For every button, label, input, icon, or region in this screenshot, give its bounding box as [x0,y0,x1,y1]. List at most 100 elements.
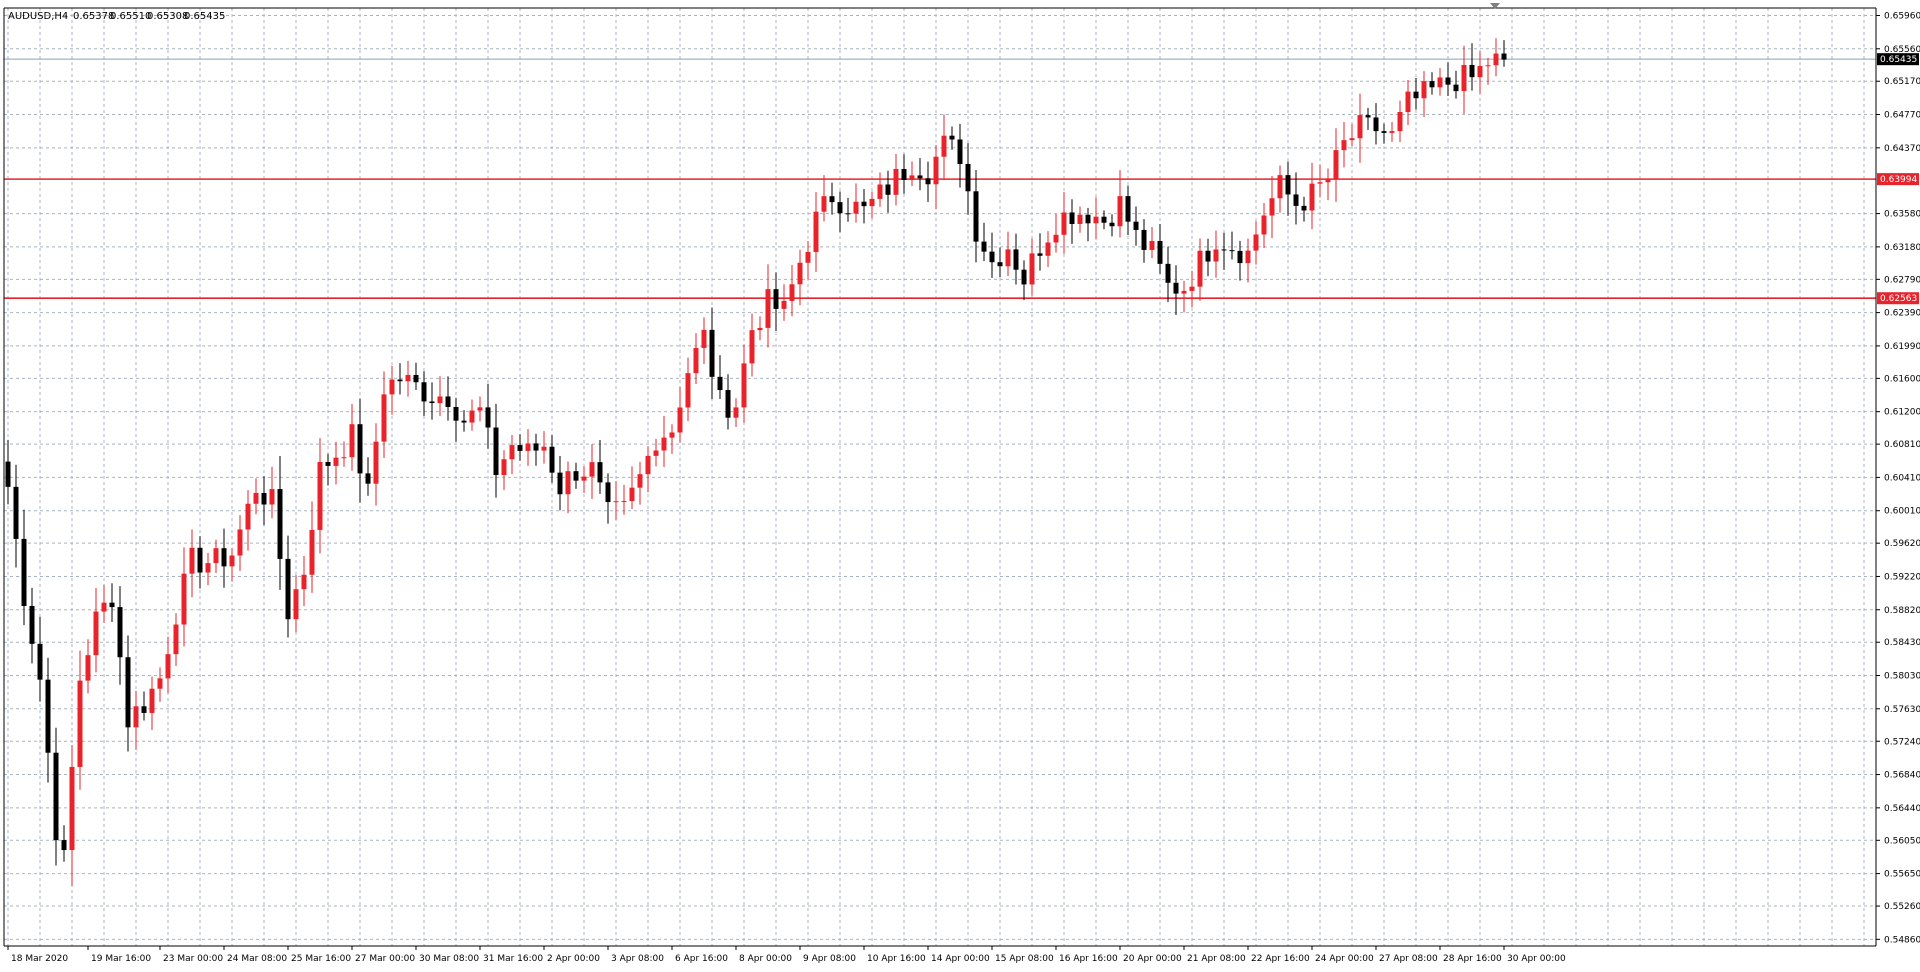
candle-body [53,752,59,841]
candle-body [1357,115,1363,139]
candle-body [1037,253,1043,256]
candle-body [861,201,867,207]
candle-body [1501,53,1507,60]
candle-body [805,251,811,263]
shift-marker-icon[interactable] [1490,3,1500,9]
candle-body [429,401,435,404]
candle-body [813,211,819,252]
candle-body [669,432,675,438]
time-tick-label: 2 Apr 00:00 [547,954,600,964]
candle-body [1413,91,1419,99]
candle-body [957,139,963,164]
candle-body [117,607,123,658]
candle-body [1309,183,1315,211]
candle-body [165,654,171,679]
candle-body [1189,286,1195,291]
candle-body [525,443,531,451]
candle-body [1253,234,1259,251]
candle-body [893,168,899,195]
candle-body [373,441,379,484]
candle-body [757,327,763,331]
candle-body [1005,249,1011,267]
candle-body [1277,175,1283,199]
candle-body [341,457,347,459]
candle-body [261,492,267,505]
price-tick-label: 0.65960 [1884,11,1920,21]
price-tick-label: 0.58030 [1884,672,1920,682]
candle-body [1485,65,1491,67]
ohlc-open: 0.65378 [73,11,114,22]
candle-body [493,427,499,476]
current-price-box [1877,53,1919,66]
ohlc-close: 0.65435 [184,11,225,22]
candle-body [1301,205,1307,211]
candle-body [541,446,547,451]
level-price-box [1877,173,1919,186]
price-tick-label: 0.59620 [1884,539,1920,549]
candle-body [581,476,587,481]
candle-body [1269,198,1275,216]
candle-body [197,547,203,573]
candle-body [653,450,659,456]
price-tick-label: 0.57630 [1884,705,1920,715]
time-tick-label: 28 Apr 16:00 [1443,954,1502,964]
candle-body [1405,91,1411,112]
candle-body [629,487,635,502]
ohlc-high: 0.65510 [110,11,151,22]
candle-body [309,529,315,575]
candle-body [797,262,803,285]
candle-body [205,563,211,573]
price-tick-label: 0.60810 [1884,440,1920,450]
candle-body [733,407,739,418]
candle-body [749,330,755,364]
candle-body [781,300,787,309]
candle-body [837,202,843,214]
candle-body [1397,111,1403,132]
price-tick-label: 0.65170 [1884,77,1920,87]
candle-body [245,503,251,530]
candle-body [725,390,731,418]
candles [5,38,1507,887]
candle-body [357,424,363,474]
candle-body [637,474,643,488]
candle-body [965,163,971,192]
candle-body [941,135,947,157]
candle-body [869,198,875,207]
candle-body [645,455,651,475]
candle-body [21,538,27,606]
candle-body [917,175,923,179]
price-tick-label: 0.58820 [1884,606,1920,616]
candle-body [469,410,475,423]
candle-body [221,548,227,567]
candle-body [1133,221,1139,230]
candle-body [61,840,67,851]
candle-body [933,156,939,185]
time-tick-label: 6 Apr 16:00 [675,954,728,964]
candle-body [85,655,91,681]
candle-body [397,379,403,382]
candle-body [829,196,835,203]
candle-body [1141,229,1147,250]
candle-body [1373,117,1379,132]
candle-body [997,262,1003,267]
candle-body [741,363,747,408]
candle-body [405,374,411,382]
candle-body [1069,212,1075,224]
candle-body [1261,215,1267,235]
candle-body [325,461,331,466]
price-tick-label: 0.61200 [1884,408,1920,418]
candle-body [365,473,371,484]
candle-body [1045,242,1051,256]
candle-body [1149,240,1155,250]
candle-body [213,548,219,564]
time-tick-label: 27 Apr 08:00 [1379,954,1438,964]
candle-body [709,329,715,377]
candle-body [877,184,883,199]
candle-body [1365,115,1371,118]
candle-body [1237,250,1243,264]
candle-body [533,443,539,451]
candle-body [1117,196,1123,227]
candle-body [45,679,51,753]
